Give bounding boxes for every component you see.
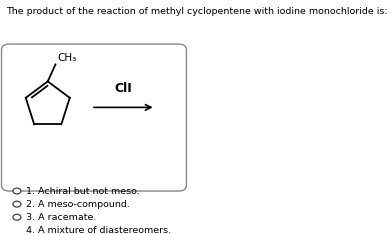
Text: 2. A meso-compound.: 2. A meso-compound. xyxy=(25,200,129,209)
Circle shape xyxy=(13,201,21,207)
Circle shape xyxy=(13,214,21,220)
Circle shape xyxy=(13,188,21,194)
Text: CH₃: CH₃ xyxy=(57,53,76,63)
Text: 1. Achiral but not meso.: 1. Achiral but not meso. xyxy=(25,186,139,196)
Circle shape xyxy=(13,227,21,233)
FancyBboxPatch shape xyxy=(2,44,187,191)
Text: ClI: ClI xyxy=(114,82,132,95)
Text: 4. A mixture of diastereomers.: 4. A mixture of diastereomers. xyxy=(25,226,171,234)
Text: The product of the reaction of methyl cyclopentene with iodine monochloride is:: The product of the reaction of methyl cy… xyxy=(6,7,388,16)
Text: 3. A racemate.: 3. A racemate. xyxy=(25,213,96,222)
